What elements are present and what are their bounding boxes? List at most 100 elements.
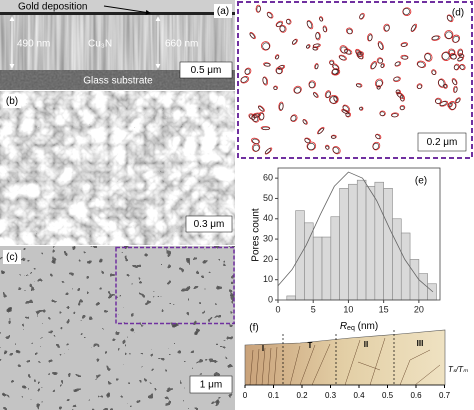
film-image bbox=[0, 12, 235, 70]
pore-outline bbox=[399, 106, 405, 111]
x-tick-label: 20 bbox=[414, 304, 424, 314]
thickness-label: 490 nm bbox=[17, 39, 50, 50]
pore-outline bbox=[339, 55, 346, 61]
thickness-label: 660 nm bbox=[165, 39, 198, 50]
pore-outline bbox=[401, 55, 409, 60]
pore-outline bbox=[395, 89, 400, 94]
pore-outline bbox=[279, 25, 286, 32]
pore-outline bbox=[249, 32, 255, 39]
pore-outline bbox=[331, 135, 336, 139]
pore-outline bbox=[340, 46, 348, 54]
pore bbox=[240, 76, 250, 84]
y-tick-label: 0 bbox=[268, 294, 273, 304]
pore-outline bbox=[273, 86, 278, 90]
pore-outline bbox=[292, 39, 297, 45]
y-tick-label: 30 bbox=[263, 233, 273, 243]
pore-outline bbox=[265, 148, 271, 154]
pore-outline bbox=[252, 113, 260, 118]
pore-outline bbox=[325, 91, 331, 98]
scale-bar bbox=[417, 132, 467, 152]
zone-label: II bbox=[364, 340, 368, 349]
pore-outline bbox=[262, 126, 270, 131]
film-label: Cu₃N bbox=[88, 39, 112, 50]
pore bbox=[290, 114, 298, 122]
pore-outline bbox=[359, 106, 363, 111]
pore-outline bbox=[266, 12, 273, 18]
axis-tick-label: 0.6 bbox=[410, 391, 422, 400]
pore-outline bbox=[314, 64, 319, 70]
pore bbox=[308, 80, 316, 89]
pore-outline bbox=[258, 106, 264, 112]
label-box bbox=[214, 4, 232, 18]
pore bbox=[444, 30, 454, 40]
substrate-label: Glass substrate bbox=[83, 76, 153, 87]
panel-c: (c) 1 μm bbox=[0, 246, 235, 410]
pore-outline bbox=[371, 62, 377, 70]
pore-outline bbox=[312, 47, 318, 51]
pore-outline bbox=[384, 24, 390, 32]
pore-outline bbox=[459, 64, 465, 70]
panel-b: (b) 0.3 μm bbox=[0, 91, 235, 245]
pore bbox=[424, 52, 433, 62]
pore bbox=[441, 51, 452, 61]
axis-tick-label: 0.3 bbox=[325, 391, 337, 400]
pore-outline bbox=[394, 61, 400, 66]
label-box bbox=[3, 250, 21, 264]
pore-outline bbox=[313, 92, 318, 98]
pore-outline bbox=[286, 19, 291, 24]
pore-outline bbox=[342, 105, 349, 112]
x-tick-label: 10 bbox=[343, 304, 353, 314]
substrate-texture bbox=[0, 70, 235, 90]
pore-outline bbox=[396, 92, 404, 99]
pore-outline bbox=[439, 101, 447, 106]
subscript: eq bbox=[347, 325, 355, 332]
y-tick-label: 50 bbox=[263, 193, 273, 203]
pore-outline bbox=[344, 49, 352, 55]
pore-outline bbox=[319, 17, 323, 22]
pore bbox=[448, 101, 457, 111]
bar bbox=[392, 218, 402, 301]
pore bbox=[339, 45, 349, 54]
bar bbox=[400, 232, 411, 301]
pore-outline bbox=[357, 51, 363, 57]
pore-outline bbox=[441, 52, 450, 60]
plot-frame bbox=[277, 167, 441, 301]
bar bbox=[409, 259, 420, 301]
scale-bar bbox=[189, 375, 233, 394]
pore-outline bbox=[275, 55, 279, 60]
pore-outline bbox=[294, 87, 301, 94]
grain-lines bbox=[249, 337, 441, 386]
pore-outline bbox=[417, 61, 425, 68]
pore bbox=[331, 68, 341, 76]
pore-outline bbox=[308, 81, 315, 89]
zone-label: I bbox=[262, 344, 264, 353]
pore-outline bbox=[393, 76, 400, 82]
pore-outline bbox=[449, 102, 456, 110]
pore-outline bbox=[306, 20, 313, 29]
pore-outline bbox=[435, 98, 441, 104]
pore bbox=[402, 7, 412, 16]
pore-outline bbox=[377, 58, 383, 64]
bar bbox=[321, 236, 332, 301]
y-tick-label: 10 bbox=[263, 274, 273, 284]
pore-outline bbox=[367, 34, 373, 41]
panel-label: (a) bbox=[217, 6, 229, 17]
y-tick-label: 60 bbox=[263, 173, 273, 183]
pore bbox=[261, 41, 271, 51]
bar bbox=[418, 273, 428, 301]
panel-d: (d) 0.2 μm bbox=[237, 1, 473, 159]
pore-outline bbox=[345, 112, 350, 117]
pore-outline bbox=[356, 83, 362, 88]
pore-outline bbox=[455, 98, 461, 104]
zone-label: III bbox=[417, 339, 424, 348]
pore-outline bbox=[256, 5, 261, 13]
pore-outline bbox=[391, 113, 398, 118]
pore-outline bbox=[401, 43, 408, 47]
pore-outline bbox=[402, 8, 410, 15]
bar bbox=[348, 183, 358, 301]
pore-outline bbox=[279, 102, 284, 111]
axis-tick-label: 0 bbox=[243, 391, 248, 400]
pore-outline bbox=[264, 63, 271, 67]
axis-tick-label: 0.1 bbox=[268, 391, 280, 400]
scale-label: 0.5 μm bbox=[191, 65, 222, 76]
